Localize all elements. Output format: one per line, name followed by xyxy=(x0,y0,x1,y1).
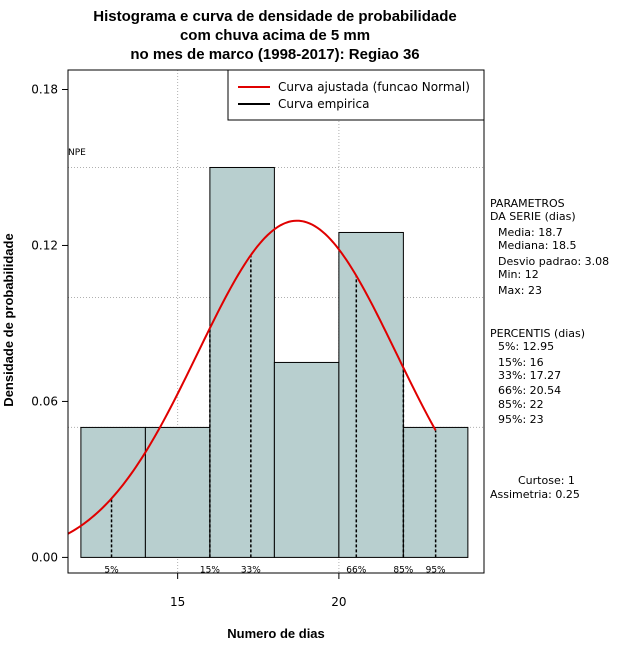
percentile-label-5: 95% xyxy=(426,565,446,575)
chart-title-line-3: no mes de marco (1998-2017): Regiao 36 xyxy=(130,46,419,63)
legend-box xyxy=(227,69,485,121)
percentile-label-4: 85% xyxy=(393,565,413,575)
percentil-66: 66%: 20.54 xyxy=(498,384,561,397)
param-max: Max: 23 xyxy=(498,284,542,297)
y-tick-label-0: 0.00 xyxy=(31,550,58,564)
x-axis-label: Numero de dias xyxy=(227,626,325,641)
percentile-label-1: 15% xyxy=(200,565,220,575)
plot-frame xyxy=(67,69,485,574)
histogram-bars xyxy=(80,166,469,558)
param-min: Min: 12 xyxy=(498,268,539,281)
percentile-lines: 5% 15% 33% 66% 85% 95% xyxy=(104,255,446,575)
normal-curve xyxy=(67,219,437,535)
percentile-label-3: 66% xyxy=(346,565,366,575)
histogram-bar-3 xyxy=(273,361,340,558)
percentil-15: 15%: 16 xyxy=(498,356,544,369)
y-tick-label-1: 0.06 xyxy=(31,394,58,408)
legend-label-fitted: Curva ajustada (funcao Normal) xyxy=(278,80,470,94)
histogram-bar-2 xyxy=(209,166,275,558)
y-tick-label-2: 0.12 xyxy=(31,238,58,252)
legend-label-empirical: Curva empirica xyxy=(278,97,369,111)
assimetria-text: Assimetria: 0.25 xyxy=(490,488,580,501)
side-panel: PARAMETROS DA SERIE (dias) Media: 18.7 M… xyxy=(490,197,609,501)
param-mediana: Mediana: 18.5 xyxy=(498,239,576,252)
percentil-33: 33%: 17.27 xyxy=(498,369,561,382)
chart-title-line-1: Histograma e curva de densidade de proba… xyxy=(93,8,456,25)
histogram-bar-4 xyxy=(338,231,404,558)
percentil-85: 85%: 22 xyxy=(498,398,544,411)
params-title-line-2: DA SERIE (dias) xyxy=(490,210,576,223)
histogram-bar-1 xyxy=(144,426,211,558)
percentil-95: 95%: 23 xyxy=(498,413,544,426)
legend: Curva ajustada (funcao Normal) Curva emp… xyxy=(227,69,485,121)
params-title-line-1: PARAMETROS xyxy=(490,197,565,210)
axes: 0.00 0.06 0.12 0.18 15 20 xyxy=(31,82,346,609)
npe-label: NPE xyxy=(68,148,86,158)
y-tick-label-3: 0.18 xyxy=(31,82,58,96)
param-desvio: Desvio padrao: 3.08 xyxy=(498,255,609,268)
x-tick-label-1: 20 xyxy=(331,595,346,609)
y-axis-label: Densidade de probabilidade xyxy=(1,233,16,406)
percentil-5: 5%: 12.95 xyxy=(498,340,554,353)
normal-curve-layer xyxy=(67,219,437,535)
percentis-title: PERCENTIS (dias) xyxy=(490,327,585,340)
percentile-label-2: 33% xyxy=(241,565,261,575)
curtose-text: Curtose: 1 xyxy=(518,474,575,487)
histogram-bar-0 xyxy=(80,426,146,558)
chart-title-line-2: com chuva acima de 5 mm xyxy=(180,27,370,44)
percentile-label-0: 5% xyxy=(104,565,119,575)
param-media: Media: 18.7 xyxy=(498,226,563,239)
x-tick-label-0: 15 xyxy=(170,595,185,609)
